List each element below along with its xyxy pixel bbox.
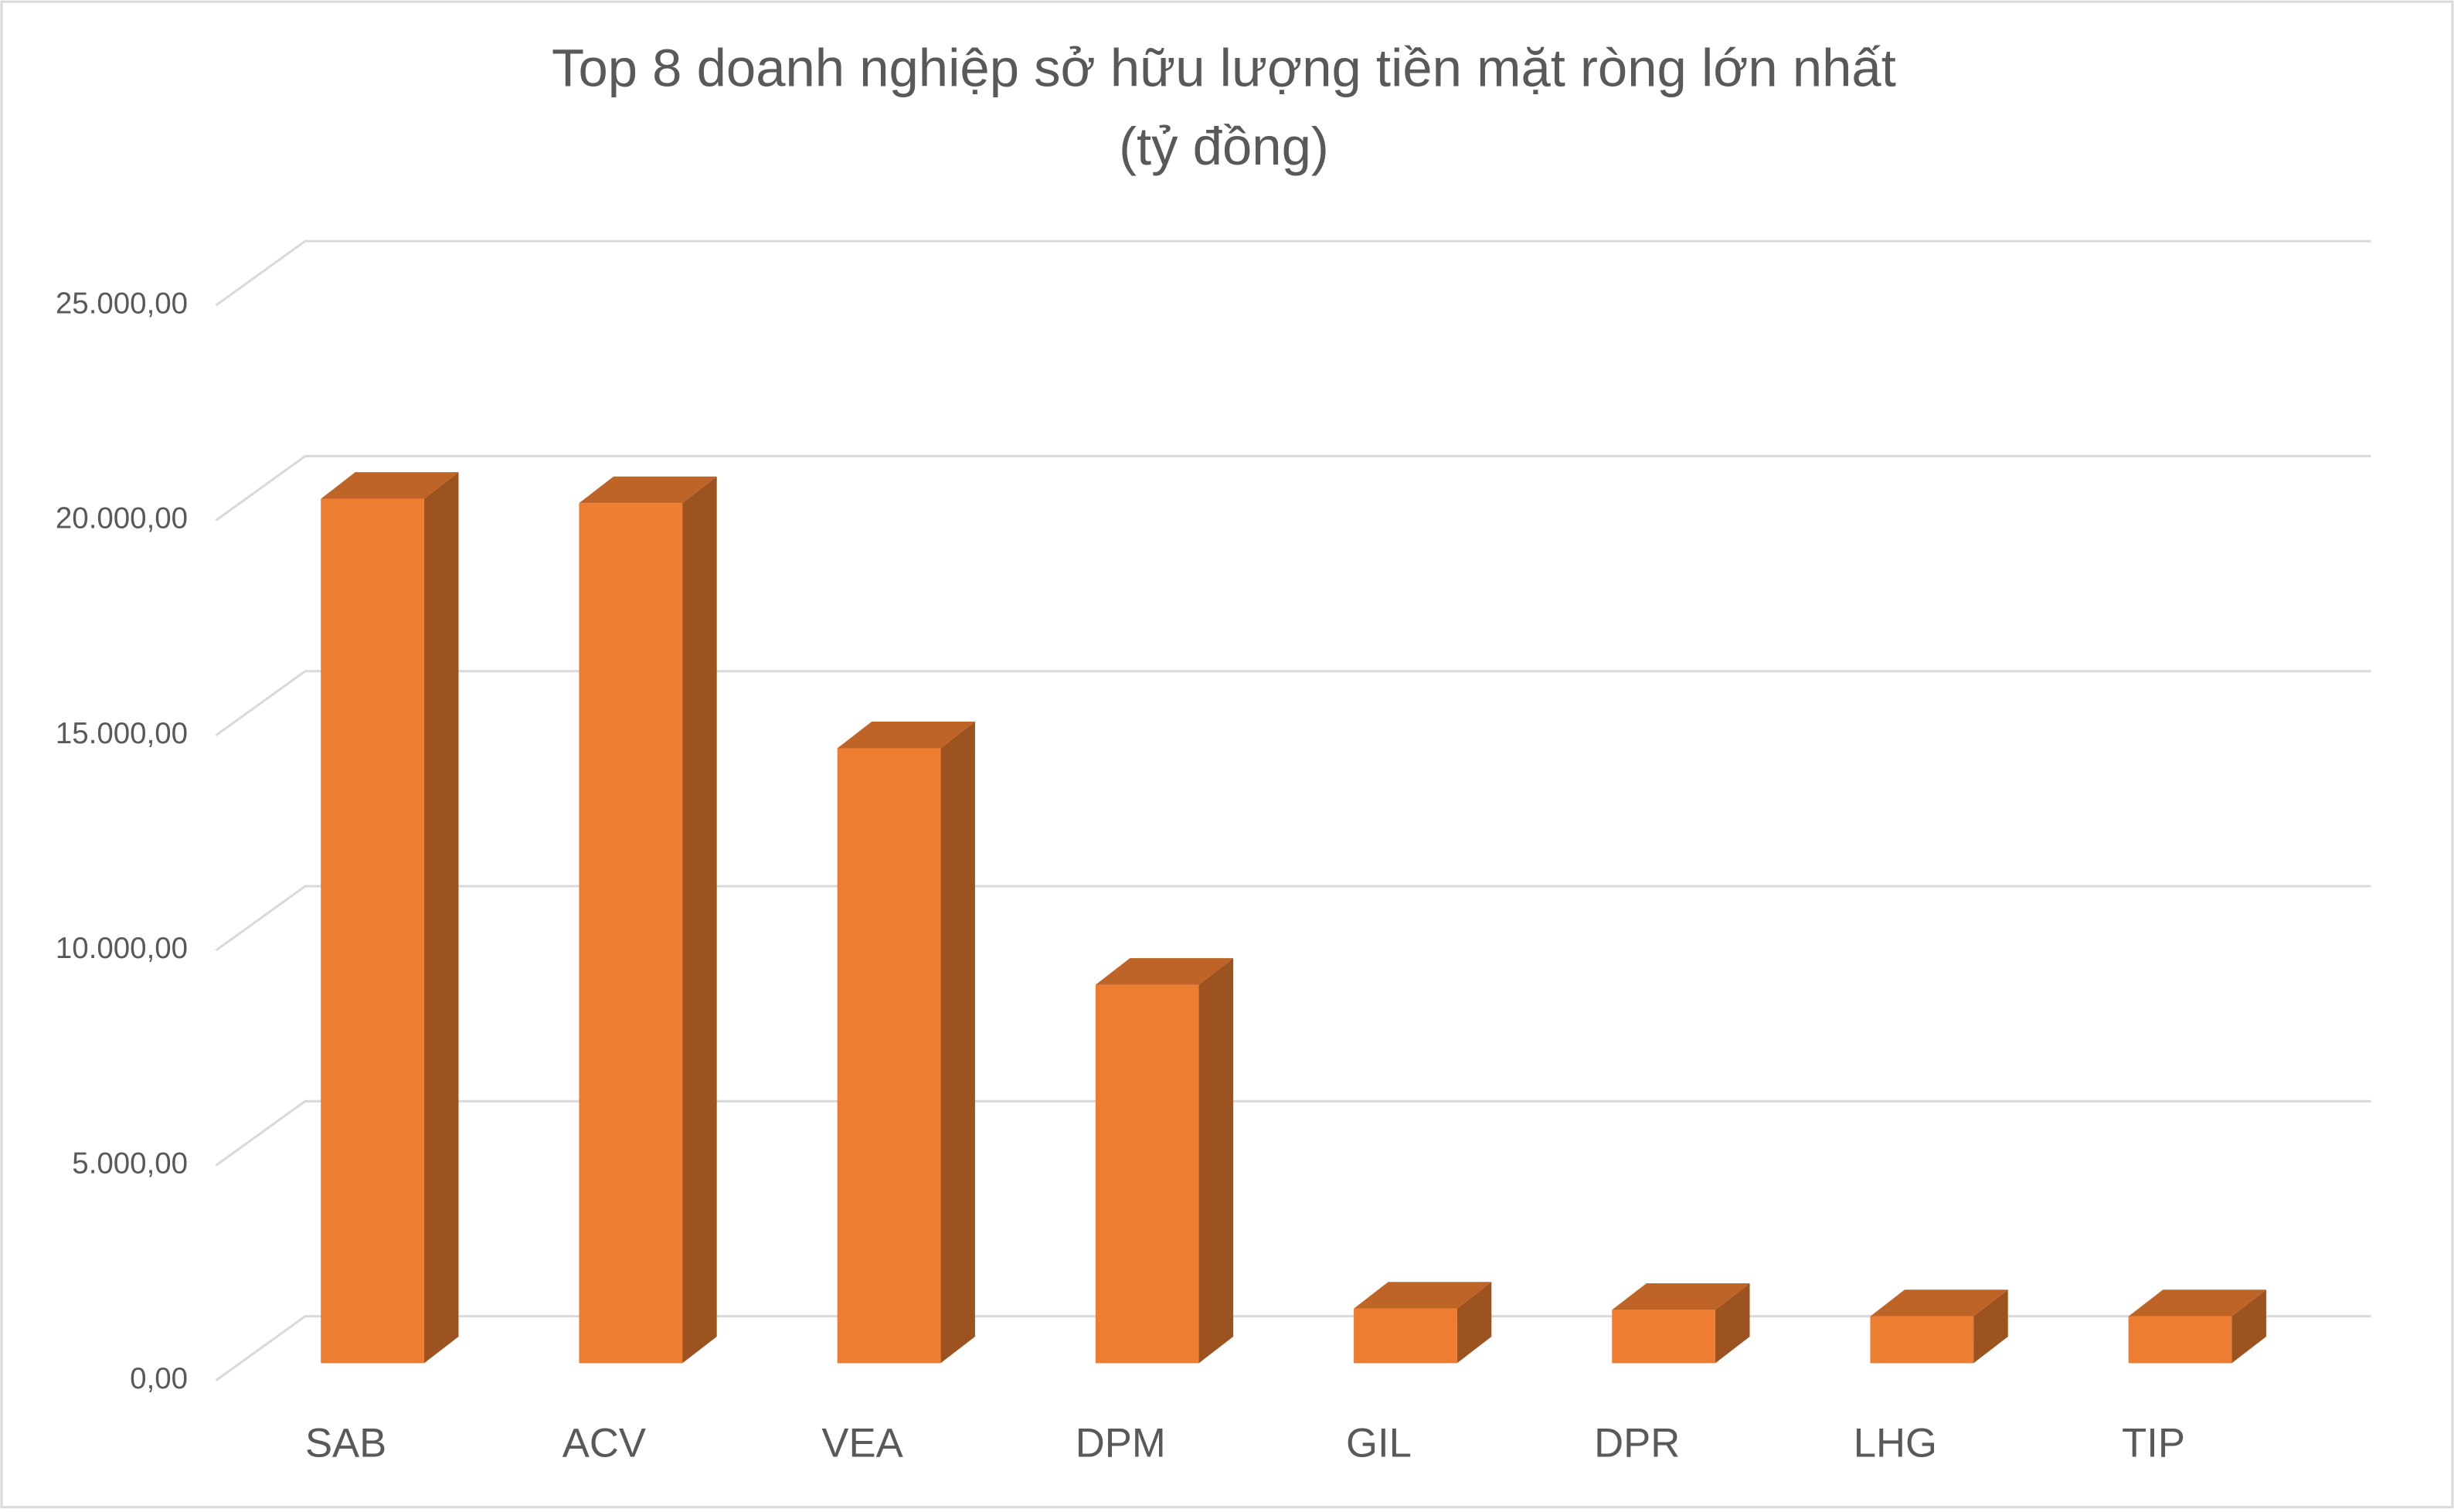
bar-top — [579, 476, 717, 504]
bar-side — [1198, 958, 1234, 1364]
bar-top — [1870, 1289, 2008, 1317]
x-tick-label: TIP — [2122, 1421, 2185, 1466]
bar — [1870, 1316, 1974, 1364]
y-tick-label: 5.000,00 — [72, 1147, 188, 1181]
bar-top — [321, 472, 459, 499]
bar-top — [837, 722, 975, 749]
bar-side — [1973, 1289, 2008, 1364]
bar — [321, 498, 424, 1364]
bar — [1095, 984, 1199, 1364]
bar-top — [2128, 1289, 2266, 1317]
bar — [579, 503, 683, 1364]
x-tick-label: LHG — [1854, 1421, 1937, 1466]
bar-top — [1612, 1283, 1750, 1310]
bar-side — [2231, 1289, 2266, 1364]
bar-side — [423, 472, 459, 1364]
x-tick-label: GIL — [1346, 1421, 1412, 1466]
bar-side — [940, 722, 975, 1364]
grid-line — [215, 1099, 2371, 1167]
bar — [2128, 1316, 2232, 1364]
x-tick-label: ACV — [563, 1421, 646, 1466]
x-tick-label: VEA — [821, 1421, 903, 1466]
grid-line — [215, 454, 2371, 522]
grid-line — [215, 670, 2371, 736]
grid-line — [215, 885, 2371, 952]
bar-side — [1715, 1283, 1750, 1364]
bar — [1354, 1308, 1457, 1364]
x-tick-label: DPR — [1594, 1421, 1680, 1466]
y-tick-label: 15.000,00 — [56, 717, 188, 750]
y-tick-label: 0,00 — [130, 1362, 188, 1395]
y-tick-label: 10.000,00 — [56, 932, 188, 965]
bar-side — [682, 476, 717, 1364]
chart-title: Top 8 doanh nghiệp sở hữu lượng tiền mặt… — [552, 39, 1896, 98]
bar — [1612, 1310, 1715, 1364]
bar — [837, 748, 941, 1364]
bar-side — [1456, 1282, 1492, 1364]
grid-line — [215, 240, 2371, 307]
x-tick-label: DPM — [1076, 1421, 1166, 1466]
chart-subtitle: (tỷ đồng) — [1119, 117, 1329, 176]
y-tick-label: 25.000,00 — [56, 287, 188, 320]
y-tick-label: 20.000,00 — [56, 502, 188, 535]
x-tick-label: SAB — [305, 1421, 386, 1466]
bar-top — [1354, 1282, 1492, 1309]
bar-top — [1095, 958, 1234, 985]
